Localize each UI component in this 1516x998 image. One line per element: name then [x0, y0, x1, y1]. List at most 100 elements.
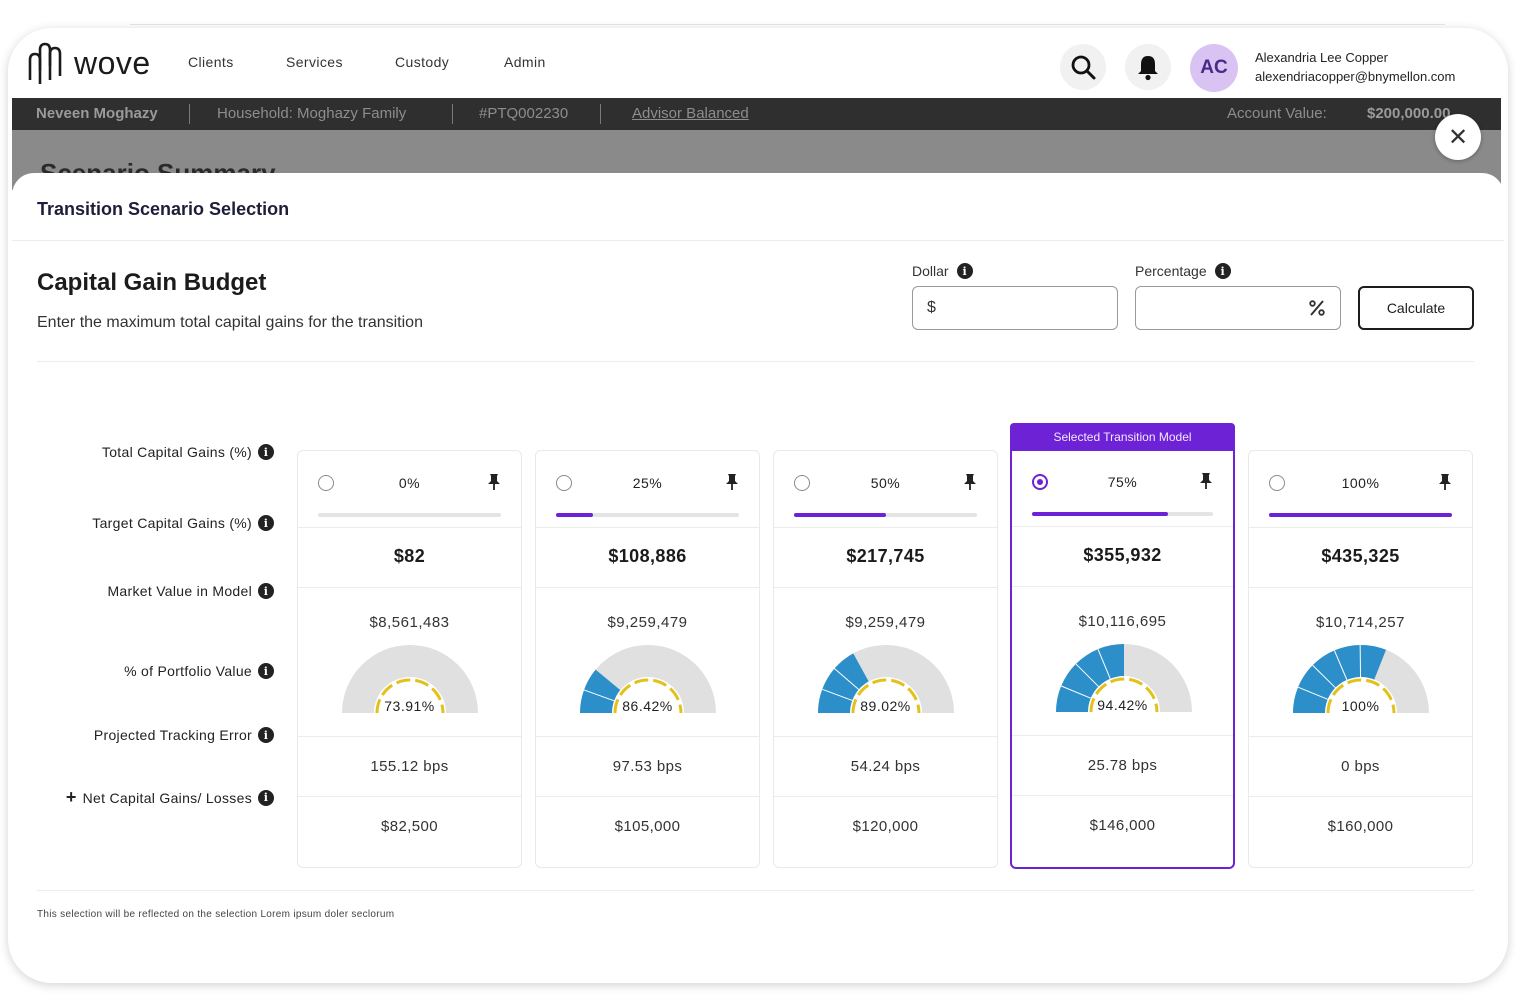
scenario-percent: 100% [1341, 475, 1380, 491]
portfolio-percent: 89.02% [860, 698, 911, 714]
scenario-radio[interactable] [318, 475, 334, 491]
bell-icon [1138, 56, 1158, 81]
pin-icon[interactable] [725, 473, 739, 491]
gauge-chart [580, 645, 716, 749]
cell-divider [1012, 586, 1233, 587]
pin-icon[interactable] [1438, 473, 1452, 491]
nav-services[interactable]: Services [286, 54, 343, 70]
progress-fill [1269, 513, 1452, 517]
market-value: $10,714,257 [1316, 614, 1405, 631]
row-label-text: % of Portfolio Value [124, 663, 252, 679]
net-capital-gains: $82,500 [380, 818, 439, 835]
tracking-error: 54.24 bps [850, 758, 921, 775]
percent-icon [1309, 300, 1325, 316]
scenario-card[interactable]: 100% $435,325 $10,714,257 100% 0 bps $160,000 [1248, 450, 1473, 868]
close-button[interactable]: ✕ [1435, 114, 1481, 160]
footnote: This selection will be reflected on the … [37, 909, 395, 920]
avatar[interactable]: AC [1190, 44, 1238, 92]
portfolio-percent: 86.42% [622, 698, 673, 714]
info-icon[interactable]: i [258, 583, 274, 599]
percentage-input[interactable] [1135, 286, 1341, 330]
budget-subtitle: Enter the maximum total capital gains fo… [37, 314, 423, 331]
pin-icon[interactable] [487, 473, 501, 491]
scenario-percent: 50% [870, 475, 901, 491]
portfolio-percent: 73.91% [384, 698, 435, 714]
separator [189, 104, 190, 124]
gauge-chart [1293, 644, 1429, 749]
separator [452, 104, 453, 124]
row-label-text: Net Capital Gains/ Losses [82, 789, 252, 806]
cell-divider [298, 736, 521, 737]
market-value: $10,116,695 [1078, 613, 1167, 630]
scenario-radio[interactable] [794, 475, 810, 491]
gauge-segment-line [1060, 685, 1091, 699]
user-name: Alexandria Lee Copper [1255, 50, 1388, 65]
tracking-error: 25.78 bps [1087, 757, 1158, 774]
info-icon[interactable]: i [258, 663, 274, 679]
nav-admin[interactable]: Admin [504, 54, 546, 70]
info-icon[interactable]: i [258, 727, 274, 743]
scenario-radio[interactable] [1269, 475, 1285, 491]
cell-divider [298, 527, 521, 528]
gauge-segment-line [1312, 664, 1336, 689]
gauge-segment-line [1333, 650, 1348, 681]
scenario-card[interactable]: 50% $217,745 $9,259,479 89.02% 54.24 bps $120… [773, 450, 998, 868]
capital-gains-progress [556, 513, 739, 517]
info-icon[interactable]: i [258, 444, 274, 460]
capital-gains-progress [1032, 512, 1213, 516]
brand-name: wove [74, 44, 151, 81]
row-label-text: Total Capital Gains (%) [101, 444, 252, 460]
user-email: alexendriacopper@bnymellon.com [1255, 69, 1456, 84]
scenario-radio[interactable] [556, 475, 572, 491]
scenario-header: 50% [774, 451, 997, 527]
net-capital-gains: $105,000 [614, 818, 681, 835]
row-label-portfolio-pct: % of Portfolio Value i [124, 663, 274, 679]
account-id: #PTQ002230 [479, 105, 569, 122]
budget-title: Capital Gain Budget [37, 269, 267, 296]
gauge-ring [1089, 677, 1159, 713]
cell-divider [298, 796, 521, 797]
capital-gains-progress [318, 513, 501, 517]
account-value: $200,000.00 [1367, 105, 1451, 122]
modal-title: Transition Scenario Selection [37, 199, 290, 219]
pin-icon[interactable] [1199, 472, 1213, 490]
info-icon[interactable]: i [258, 789, 274, 806]
divider [37, 890, 1474, 891]
cell-divider [774, 736, 997, 737]
tracking-error: 97.53 bps [612, 758, 683, 775]
scenario-card[interactable]: 25% $108,886 $9,259,479 86.42% 97.53 bps $105… [535, 450, 760, 868]
scenario-header: 100% [1249, 451, 1472, 527]
notifications-button[interactable] [1125, 44, 1171, 90]
expand-plus-icon[interactable]: + [65, 787, 77, 807]
nav-custody[interactable]: Custody [395, 54, 450, 70]
dollar-input[interactable]: $ [912, 286, 1118, 330]
dollar-prefix: $ [927, 299, 936, 316]
brand-logo[interactable]: wove [26, 40, 151, 86]
scenario-radio[interactable] [1032, 474, 1048, 490]
transition-scenario-modal: Transition Scenario Selection Capital Ga… [12, 173, 1504, 983]
info-icon[interactable]: i [1214, 263, 1231, 279]
target-capital-gains: $435,325 [1321, 546, 1400, 566]
scenario-card[interactable]: 0% $82 $8,561,483 73.91% 155.12 bps $82,500 [297, 450, 522, 868]
gauge-segment-line [1297, 686, 1328, 700]
app-window: wove Clients Services Custody Admin AC A… [8, 28, 1508, 983]
cell-divider [1249, 736, 1472, 737]
account-bar: Neveen Moghazy Household: Moghazy Family… [12, 98, 1501, 130]
scenario-card[interactable]: Selected Transition Model 75% $355,932 $10,… [1010, 423, 1235, 869]
row-label-net-capital-gains[interactable]: + Net Capital Gains/ Losses i [66, 787, 274, 808]
info-icon[interactable]: i [956, 263, 973, 279]
top-nav: wove Clients Services Custody Admin AC A… [8, 28, 1508, 98]
search-button[interactable] [1060, 44, 1106, 90]
calculate-button[interactable]: Calculate [1358, 286, 1474, 330]
pin-icon[interactable] [963, 473, 977, 491]
gauge-ring [851, 678, 921, 714]
divider [37, 361, 1474, 362]
nav-clients[interactable]: Clients [188, 54, 234, 70]
scenario-percent: 0% [398, 475, 421, 491]
target-capital-gains: $217,745 [846, 546, 925, 566]
cell-divider [1012, 526, 1233, 527]
model-link[interactable]: Advisor Balanced [632, 105, 749, 122]
info-icon[interactable]: i [258, 515, 274, 531]
target-capital-gains: $355,932 [1083, 545, 1162, 565]
progress-fill [1032, 512, 1168, 516]
